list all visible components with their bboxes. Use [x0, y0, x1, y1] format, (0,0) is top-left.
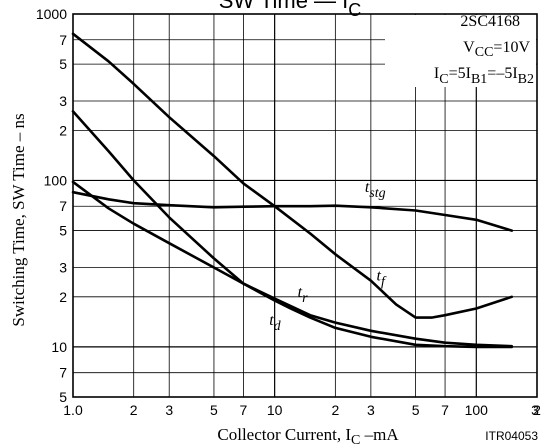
y-tick-label: 100	[44, 172, 68, 188]
x-tick-label: 3	[367, 402, 375, 418]
y-tick-label: 3	[59, 259, 67, 275]
y-tick-label: 7	[59, 198, 67, 214]
x-tick-label: 5	[412, 402, 420, 418]
y-tick-label: 1000	[36, 6, 67, 22]
y-tick-label: 2	[59, 122, 67, 138]
y-tick-label: 3	[59, 93, 67, 109]
x-tick-label: 100	[465, 402, 489, 418]
y-tick-label: 10	[51, 339, 67, 355]
x-tick-label: 2	[130, 402, 138, 418]
y-tick-label: 7	[59, 32, 67, 48]
legend-box: 2SC4168 VCC=10V IC=5IB1=–5IB2	[385, 13, 536, 87]
figure-code: ITR04053	[485, 429, 538, 443]
x-tick-label: 7	[441, 402, 449, 418]
series-line-tstg	[73, 192, 512, 230]
x-axis-title: Collector Current, IC –mA	[217, 425, 399, 445]
x-axis-ticks: 1.0 2 3 5 7 10 2 3 5 7 100 23	[63, 402, 541, 418]
x-tick-label: 10	[267, 402, 283, 418]
x-tick-label: 7	[240, 402, 248, 418]
series-label-td: td	[269, 312, 281, 334]
x-tick-label: 3	[165, 402, 173, 418]
y-tick-label: 5	[59, 56, 67, 72]
y-tick-label: 5	[59, 223, 67, 239]
series-line-tr	[73, 111, 512, 347]
series-label-tstg: tstg	[365, 179, 386, 201]
x-tick-label: 1.0	[63, 402, 83, 418]
x-tick-label: 3	[531, 402, 539, 418]
x-tick-label: 2	[331, 402, 339, 418]
x-tick-label: 5	[210, 402, 218, 418]
y-tick-label: 7	[59, 365, 67, 381]
legend-line-1: 2SC4168	[460, 13, 520, 30]
y-axis-title: Switching Time, SW Time – ns	[9, 113, 28, 326]
series-label-tr: tr	[298, 284, 308, 306]
chart-title: SW Time — IC	[219, 0, 362, 20]
y-tick-label: 2	[59, 289, 67, 305]
